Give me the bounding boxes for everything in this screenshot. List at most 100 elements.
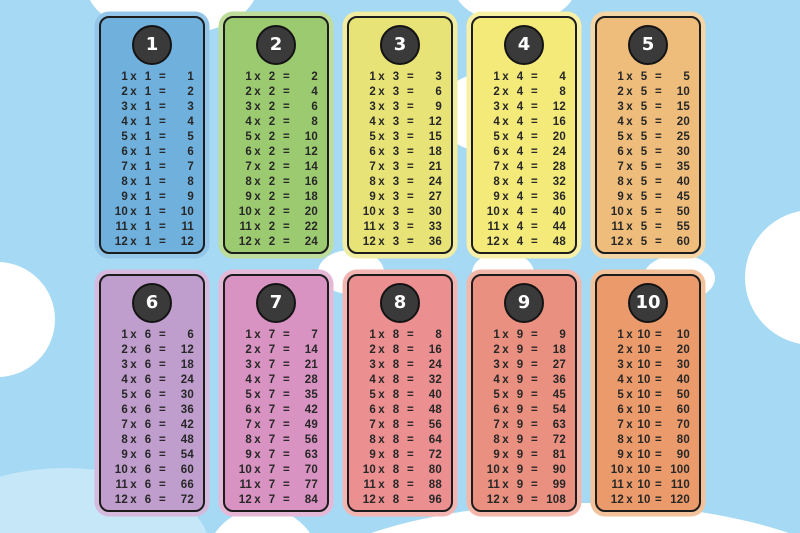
fact-multiplicand: 5 bbox=[493, 389, 500, 401]
times-table-card: 2 1 x 2 = 2 2 x 2 = 4 3 x 2 = 6 4 x 2 = 8 5 x 2 = 10 6 x 2 = 12 7 x 2 = 14… bbox=[223, 16, 329, 254]
fact-multiplier: 4 bbox=[516, 86, 524, 98]
equals-symbol: = bbox=[283, 329, 290, 341]
times-symbol: x bbox=[130, 479, 137, 491]
fact-multiplicand: 2 bbox=[369, 86, 376, 98]
fact-multiplier: 6 bbox=[144, 374, 152, 386]
equals-symbol: = bbox=[283, 191, 290, 203]
fact-multiplier: 4 bbox=[516, 221, 524, 233]
multiplication-fact: 10 x 6 = 60 bbox=[110, 463, 194, 478]
times-symbol: x bbox=[378, 191, 385, 203]
equals-symbol: = bbox=[531, 449, 538, 461]
multiplication-fact: 11 x 7 = 77 bbox=[234, 478, 318, 493]
fact-product: 14 bbox=[304, 344, 318, 356]
multiplication-fact: 7 x 7 = 49 bbox=[234, 418, 318, 433]
fact-product: 6 bbox=[435, 86, 442, 98]
fact-multiplier: 10 bbox=[637, 419, 651, 431]
fact-multiplier: 3 bbox=[392, 71, 400, 83]
times-symbol: x bbox=[254, 464, 261, 476]
times-symbol: x bbox=[254, 344, 261, 356]
equals-symbol: = bbox=[159, 86, 166, 98]
fact-multiplier: 1 bbox=[144, 206, 152, 218]
multiplication-fact: 8 x 1 = 8 bbox=[110, 175, 194, 190]
fact-multiplier: 9 bbox=[516, 479, 524, 491]
equals-symbol: = bbox=[283, 344, 290, 356]
times-symbol: x bbox=[254, 479, 261, 491]
fact-multiplier: 7 bbox=[268, 419, 276, 431]
fact-multiplier: 6 bbox=[144, 434, 152, 446]
multiplication-fact: 8 x 7 = 56 bbox=[234, 433, 318, 448]
fact-multiplier: 10 bbox=[637, 449, 651, 461]
fact-product: 64 bbox=[428, 434, 442, 446]
fact-multiplicand: 8 bbox=[493, 176, 500, 188]
fact-product: 60 bbox=[180, 464, 194, 476]
fact-multiplier: 3 bbox=[392, 161, 400, 173]
equals-symbol: = bbox=[283, 464, 290, 476]
equals-symbol: = bbox=[655, 86, 662, 98]
equals-symbol: = bbox=[655, 101, 662, 113]
fact-product: 36 bbox=[428, 236, 442, 248]
table-number: 2 bbox=[269, 34, 283, 55]
equals-symbol: = bbox=[531, 479, 538, 491]
fact-multiplicand: 3 bbox=[245, 101, 252, 113]
fact-product: 77 bbox=[304, 479, 318, 491]
fact-multiplier: 8 bbox=[392, 344, 400, 356]
fact-multiplier: 5 bbox=[640, 221, 648, 233]
multiplication-fact: 6 x 3 = 18 bbox=[358, 145, 442, 160]
fact-multiplicand: 3 bbox=[617, 359, 624, 371]
equals-symbol: = bbox=[407, 146, 414, 158]
fact-product: 22 bbox=[304, 221, 318, 233]
fact-product: 9 bbox=[187, 191, 194, 203]
fact-multiplier: 9 bbox=[516, 359, 524, 371]
times-symbol: x bbox=[626, 161, 633, 173]
times-symbol: x bbox=[378, 374, 385, 386]
fact-multiplier: 3 bbox=[392, 221, 400, 233]
multiplication-fact: 9 x 3 = 27 bbox=[358, 190, 442, 205]
fact-multiplicand: 1 bbox=[369, 329, 376, 341]
fact-multiplier: 9 bbox=[516, 449, 524, 461]
multiplication-fact: 2 x 10 = 20 bbox=[606, 343, 690, 358]
multiplication-facts-list: 1 x 4 = 4 2 x 4 = 8 3 x 4 = 12 4 x 4 = 16 5 x 4 = 20 6 x 4 = 24 7 x 4 = 28… bbox=[482, 70, 566, 250]
times-symbol: x bbox=[378, 206, 385, 218]
equals-symbol: = bbox=[655, 434, 662, 446]
card-row-top: 1 1 x 1 = 1 2 x 1 = 2 3 x 1 = 3 4 x 1 = 4 5 x 1 = 5 6 x 1 = 6 7 x 1 = 7 8 x 1… bbox=[0, 0, 800, 254]
fact-multiplier: 8 bbox=[392, 479, 400, 491]
fact-product: 56 bbox=[304, 434, 318, 446]
times-symbol: x bbox=[254, 131, 261, 143]
equals-symbol: = bbox=[407, 464, 414, 476]
multiplication-fact: 3 x 7 = 21 bbox=[234, 358, 318, 373]
times-symbol: x bbox=[254, 71, 261, 83]
fact-product: 54 bbox=[180, 449, 194, 461]
fact-multiplier: 9 bbox=[516, 404, 524, 416]
times-symbol: x bbox=[254, 236, 261, 248]
times-symbol: x bbox=[502, 116, 509, 128]
multiplication-fact: 4 x 4 = 16 bbox=[482, 115, 566, 130]
card-row-bottom: 6 1 x 6 = 6 2 x 6 = 12 3 x 6 = 18 4 x 6 = 24 5 x 6 = 30 6 x 6 = 36 7 x 6… bbox=[0, 254, 800, 512]
fact-multiplicand: 1 bbox=[493, 71, 500, 83]
fact-product: 5 bbox=[683, 71, 690, 83]
fact-product: 4 bbox=[559, 71, 566, 83]
fact-product: 35 bbox=[676, 161, 690, 173]
fact-multiplier: 5 bbox=[640, 146, 648, 158]
fact-multiplier: 5 bbox=[640, 176, 648, 188]
multiplication-fact: 11 x 8 = 88 bbox=[358, 478, 442, 493]
fact-product: 2 bbox=[311, 71, 318, 83]
fact-multiplier: 7 bbox=[268, 359, 276, 371]
table-number: 9 bbox=[517, 292, 531, 313]
fact-multiplier: 4 bbox=[516, 116, 524, 128]
fact-multiplier: 2 bbox=[268, 176, 276, 188]
times-table-card: 9 1 x 9 = 9 2 x 9 = 18 3 x 9 = 27 4 x 9 = 36 5 x 9 = 45 6 x 9 = 54 7 x 9… bbox=[471, 274, 577, 512]
fact-multiplicand: 7 bbox=[121, 419, 128, 431]
fact-multiplicand: 4 bbox=[369, 374, 376, 386]
times-symbol: x bbox=[254, 101, 261, 113]
fact-multiplicand: 9 bbox=[245, 449, 252, 461]
fact-multiplicand: 10 bbox=[486, 206, 500, 218]
multiplication-fact: 7 x 3 = 21 bbox=[358, 160, 442, 175]
fact-multiplicand: 7 bbox=[369, 161, 376, 173]
times-symbol: x bbox=[378, 479, 385, 491]
multiplication-fact: 7 x 5 = 35 bbox=[606, 160, 690, 175]
fact-multiplicand: 2 bbox=[369, 344, 376, 356]
equals-symbol: = bbox=[655, 449, 662, 461]
fact-multiplicand: 1 bbox=[245, 329, 252, 341]
table-number: 4 bbox=[517, 34, 531, 55]
multiplication-fact: 10 x 8 = 80 bbox=[358, 463, 442, 478]
